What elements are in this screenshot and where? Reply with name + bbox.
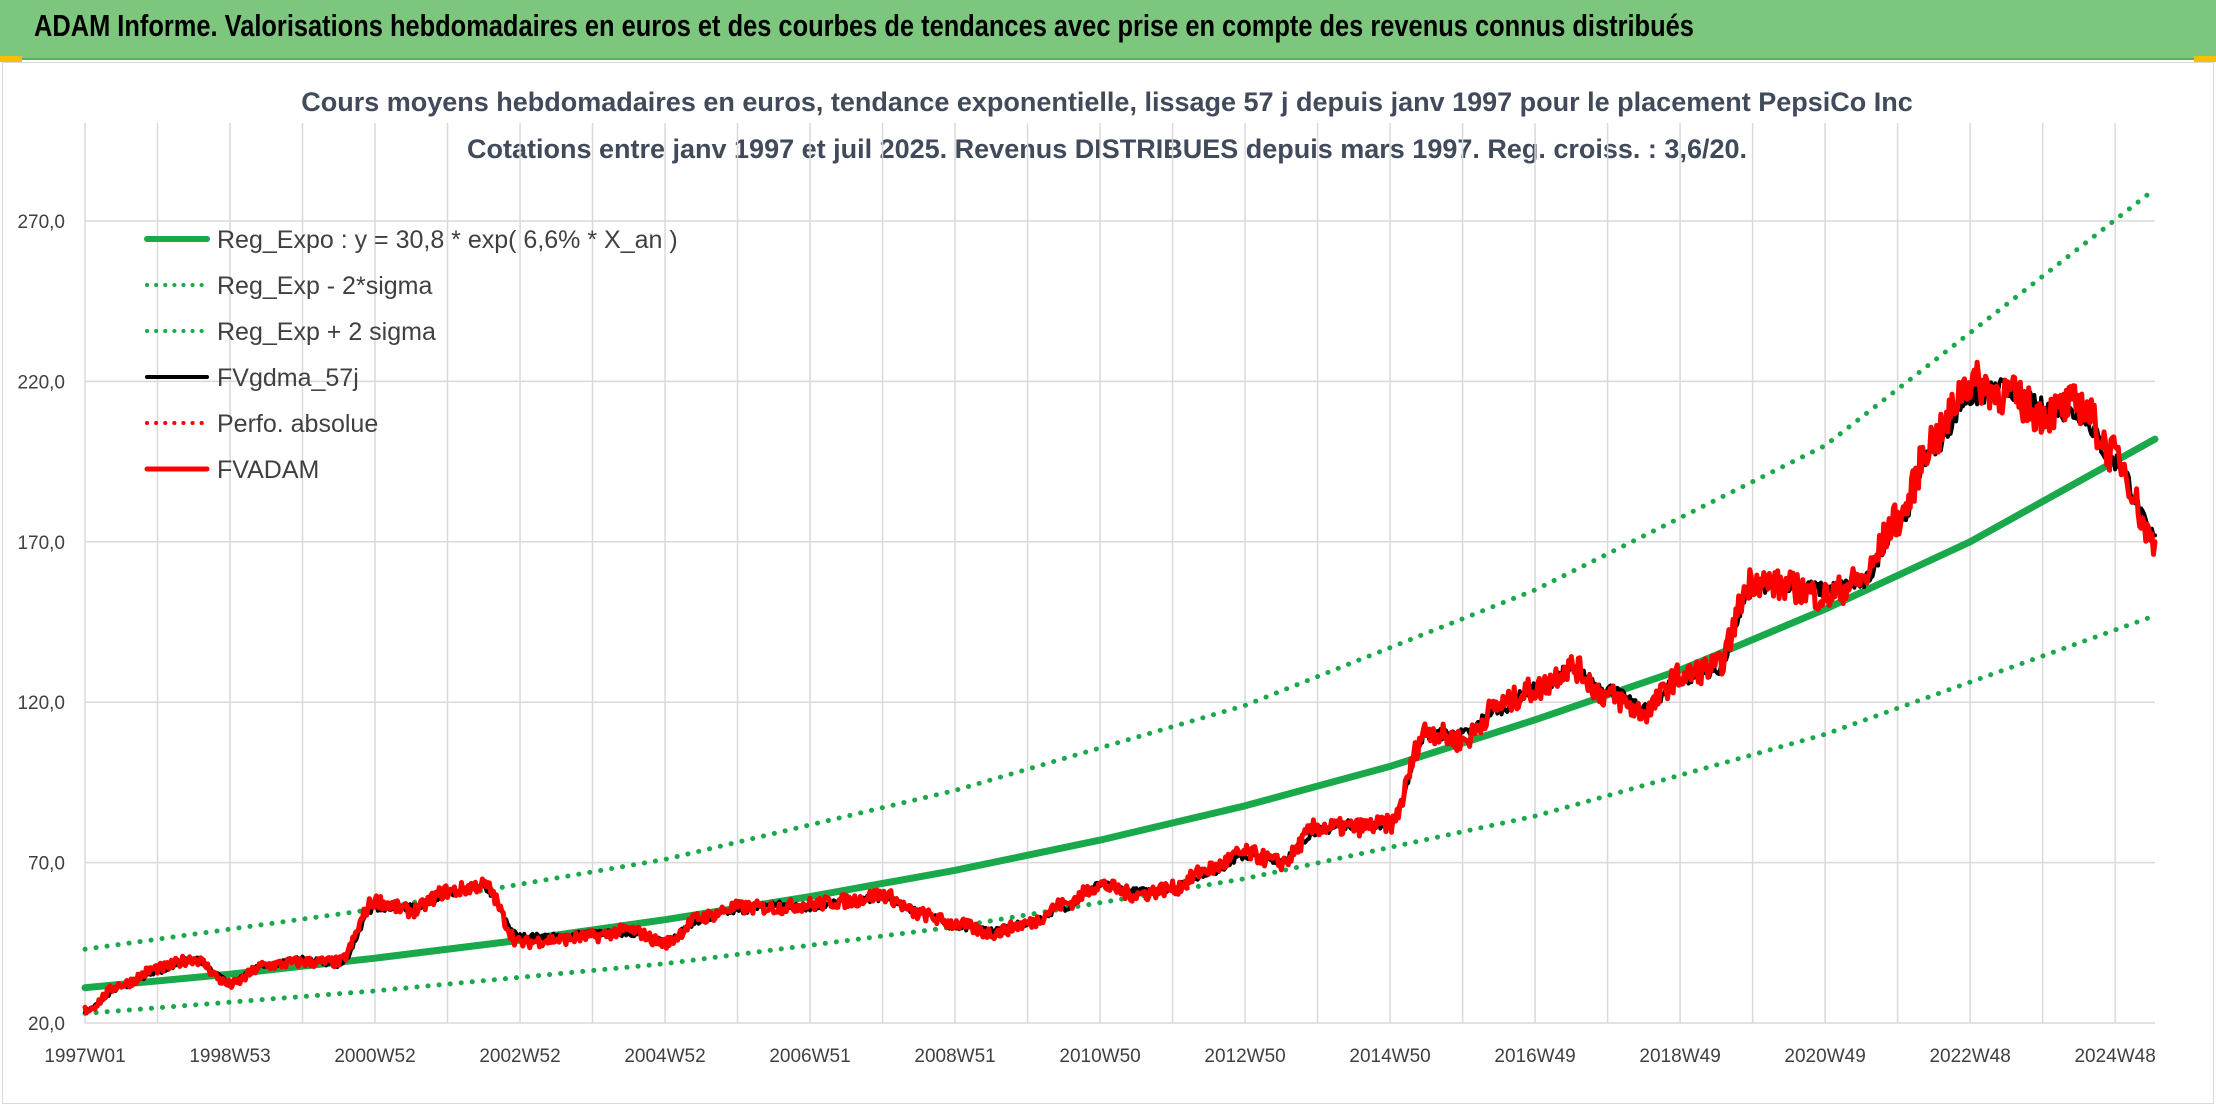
grid-lines — [84, 123, 2155, 1024]
corner-mark-right — [2194, 56, 2216, 62]
x-tick-label: 2016W49 — [1494, 1046, 1575, 1067]
x-tick-label: 2006W51 — [769, 1046, 850, 1067]
x-axis: 1997W01 1998W53 2000W52 2002W52 2004W52 2006W… — [44, 1046, 2155, 1067]
report-title: ADAM Informe. Valorisations hebdomadaire… — [34, 8, 1694, 43]
chart-subtitle: Cotations entre janv 1997 et juil 2025. … — [467, 134, 1747, 164]
x-tick-label: 2018W49 — [1639, 1046, 1720, 1067]
line-chart: Cours moyens hebdomadaires en euros, ten… — [17, 87, 2159, 1067]
x-tick-label: 2000W52 — [334, 1046, 415, 1067]
legend-label: Reg_Exp - 2*sigma — [217, 272, 432, 300]
y-tick-label: 120,0 — [17, 693, 65, 714]
x-tick-label: 2010W50 — [1059, 1046, 1140, 1067]
legend-label: Reg_Exp + 2 sigma — [217, 318, 436, 346]
x-tick-label: 2012W50 — [1204, 1046, 1285, 1067]
legend-label: Perfo. absolue — [217, 410, 378, 438]
series-line-4 — [82, 359, 2158, 1016]
y-tick-label: 270,0 — [17, 212, 65, 233]
chart-title: Cours moyens hebdomadaires en euros, ten… — [301, 87, 1913, 117]
series-line-1 — [82, 613, 2158, 1016]
x-tick-label: 1997W01 — [44, 1046, 125, 1067]
series-group — [81, 186, 2159, 1016]
series-line-3 — [83, 377, 2157, 1015]
x-tick-label: 2024W48 — [2074, 1046, 2155, 1067]
x-tick-label: 2014W50 — [1349, 1046, 1430, 1067]
series-line-0 — [81, 435, 2159, 992]
x-tick-label: 2020W49 — [1784, 1046, 1865, 1067]
y-tick-label: 220,0 — [17, 372, 65, 393]
chart-area: Cours moyens hebdomadaires en euros, ten… — [2, 62, 2214, 1104]
legend-label: FVADAM — [217, 456, 319, 484]
y-tick-label: 170,0 — [17, 533, 65, 554]
x-tick-label: 1998W53 — [189, 1046, 270, 1067]
corner-mark-left — [0, 56, 22, 62]
x-tick-label: 2004W52 — [624, 1046, 705, 1067]
x-tick-label: 2008W51 — [914, 1046, 995, 1067]
legend-label: FVgdma_57j — [217, 364, 359, 392]
y-tick-label: 20,0 — [28, 1014, 65, 1035]
legend: Reg_Expo : y = 30,8 * exp( 6,6% * X_an )… — [144, 226, 678, 484]
legend-label: Reg_Expo : y = 30,8 * exp( 6,6% * X_an ) — [217, 226, 678, 254]
x-tick-label: 2002W52 — [479, 1046, 560, 1067]
y-tick-label: 70,0 — [28, 854, 65, 875]
y-axis: 20,0 70,0 120,0 170,0 220,0 270,0 — [17, 212, 65, 1035]
x-tick-label: 2022W48 — [1929, 1046, 2010, 1067]
header-bar: ADAM Informe. Valorisations hebdomadaire… — [0, 0, 2216, 60]
